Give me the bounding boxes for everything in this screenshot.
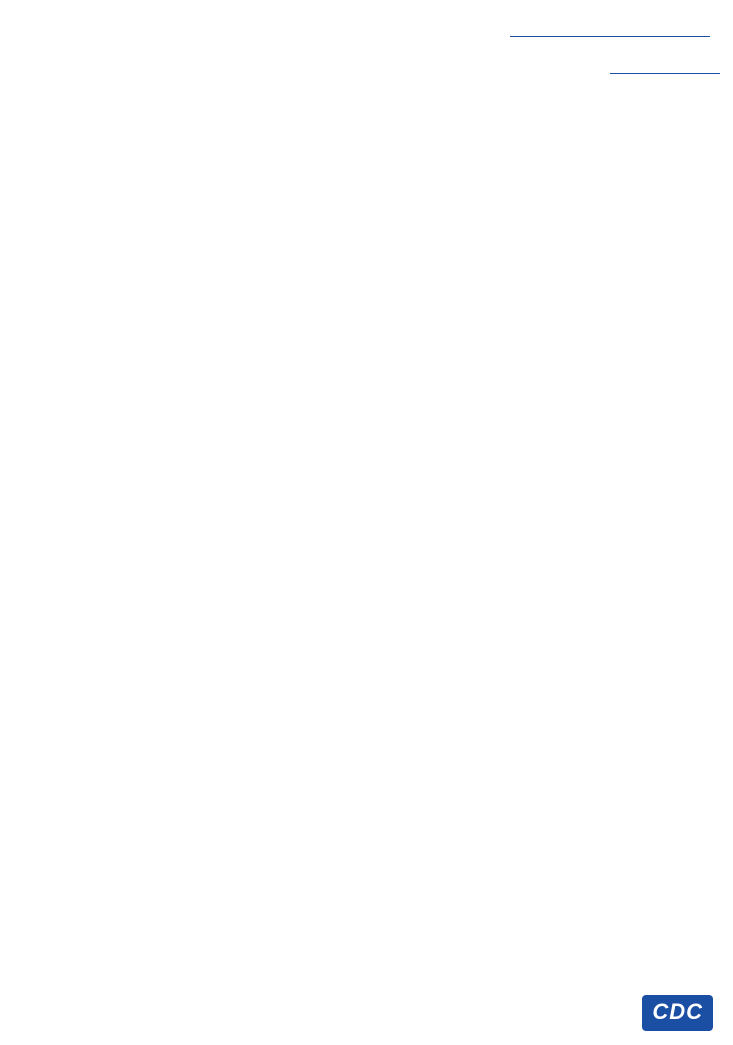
footer — [22, 990, 55, 1034]
cdc-logo: CDC — [642, 995, 713, 1033]
growth-chart — [0, 0, 733, 1045]
